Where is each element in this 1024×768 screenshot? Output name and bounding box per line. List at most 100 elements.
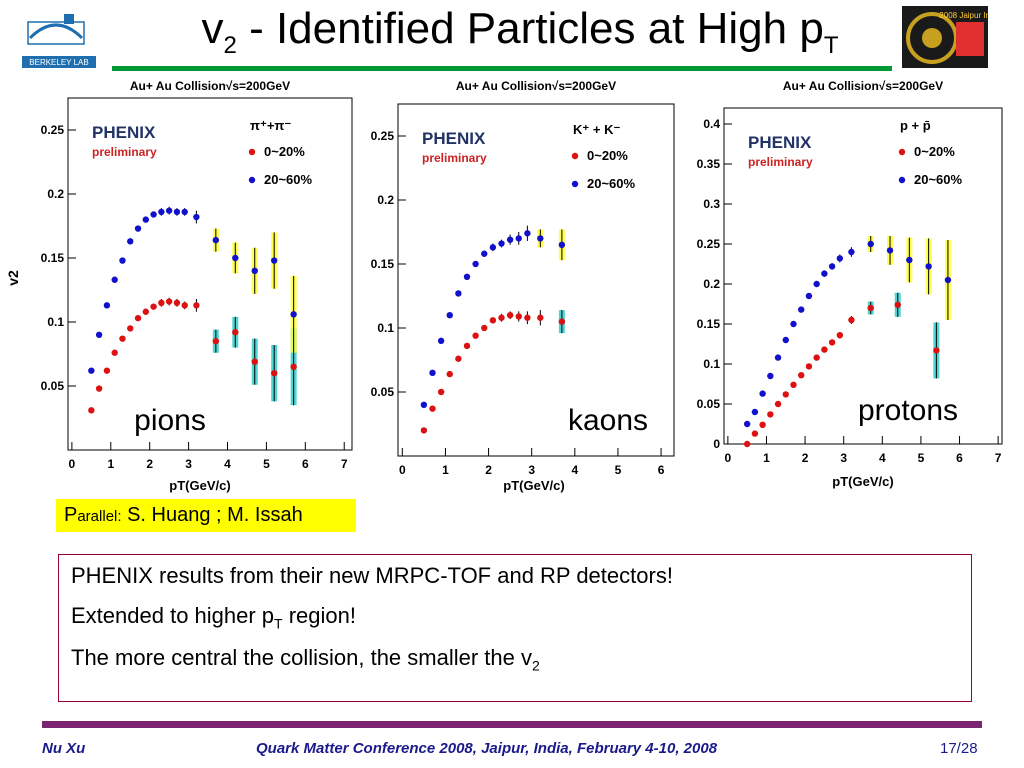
title-sub-t: T — [823, 31, 839, 59]
data-point — [181, 302, 188, 309]
y-tick-label: 0.05 — [371, 385, 395, 399]
data-point — [95, 331, 103, 338]
data-point — [429, 369, 436, 376]
data-point — [828, 339, 836, 346]
notes-box: PHENIX results from their new MRPC-TOF a… — [58, 554, 972, 702]
data-point — [515, 313, 522, 320]
data-point — [232, 254, 239, 262]
logo-right-text: 2008 Jaipur India — [939, 11, 988, 20]
data-point — [212, 338, 220, 345]
phenix-label: PHENIX — [92, 123, 156, 142]
y-tick-label: 0.25 — [41, 123, 65, 137]
x-tick-label: 5 — [615, 463, 622, 477]
y-tick-label: 0.2 — [377, 193, 394, 207]
data-point — [821, 346, 828, 353]
data-point — [150, 303, 157, 310]
particle-label: protons — [858, 394, 958, 427]
data-point — [158, 208, 165, 216]
data-point — [782, 391, 789, 398]
data-point — [774, 354, 782, 361]
data-point — [103, 367, 111, 374]
data-point — [270, 257, 278, 264]
panel-pions: Au+ Au Collision√s=200GeV 0 1 2 3 4 5 6 7 0.05 0.1… — [0, 78, 360, 498]
data-point — [472, 332, 479, 339]
particle-label: pions — [134, 404, 206, 437]
particle-label: kaons — [568, 404, 648, 437]
x-tick-label: 4 — [879, 451, 886, 465]
data-point — [933, 347, 940, 354]
data-point — [798, 372, 805, 379]
data-point — [437, 388, 445, 396]
data-point — [498, 240, 505, 247]
data-point — [828, 263, 836, 270]
logo-building — [64, 14, 74, 24]
data-point — [193, 213, 200, 221]
data-point — [848, 316, 855, 324]
y-tick-label: 0.15 — [697, 317, 721, 331]
note-1: PHENIX results from their new MRPC-TOF a… — [71, 563, 673, 588]
data-point — [906, 256, 913, 264]
data-point — [759, 390, 766, 397]
data-point — [751, 408, 759, 416]
data-point — [420, 401, 428, 408]
panel-protons: Au+ Au Collision√s=200GeV 0 1 2 3 4 5 6 7 0 0.05 0.… — [678, 78, 1018, 498]
x-tick-label: 3 — [528, 463, 535, 477]
y-tick-label: 0.25 — [697, 237, 721, 251]
phenix-label: PHENIX — [422, 129, 486, 148]
data-point — [515, 235, 522, 242]
data-point — [558, 241, 566, 248]
data-point — [150, 211, 157, 218]
data-point — [743, 440, 751, 448]
data-point — [472, 260, 479, 268]
data-point — [270, 370, 278, 377]
x-axis-label: pT(GeV/c) — [503, 478, 564, 493]
data-point — [446, 370, 453, 378]
x-tick-label: 0 — [69, 457, 76, 471]
x-tick-label: 6 — [302, 457, 309, 471]
data-point — [886, 247, 894, 254]
data-point — [119, 335, 126, 342]
data-point — [193, 302, 200, 309]
legend-species: K⁺ + K⁻ — [573, 122, 620, 137]
data-point — [506, 236, 514, 243]
plot-frame — [67, 97, 353, 451]
data-point — [867, 304, 874, 312]
data-point — [537, 235, 544, 242]
y-axis-label: v2 — [5, 270, 21, 286]
legend-marker — [571, 152, 579, 160]
footer-conference: Quark Matter Conference 2008, Jaipur, In… — [256, 740, 718, 757]
legend-marker — [898, 176, 906, 184]
data-point — [173, 208, 181, 216]
data-point — [894, 301, 901, 308]
data-point — [821, 270, 828, 277]
data-point — [251, 358, 258, 365]
legend-entry: 20~60% — [587, 176, 636, 191]
y-tick-label: 0.15 — [371, 257, 395, 271]
credit-names: S. Huang ; M. Issah — [121, 504, 303, 526]
x-tick-label: 5 — [263, 457, 270, 471]
x-tick-label: 1 — [442, 463, 449, 477]
credit-parallel: arallel: — [77, 508, 122, 525]
data-point — [127, 325, 134, 332]
legend-marker — [248, 176, 256, 184]
footer-author: Nu Xu — [42, 740, 86, 757]
x-tick-label: 6 — [956, 451, 963, 465]
data-point — [743, 420, 751, 428]
chart-kaons: Au+ Au Collision√s=200GeV 0 1 2 3 4 5 6 0.05 0.1 0… — [371, 79, 675, 493]
plot-frame — [397, 103, 675, 457]
legend-species: π⁺+π⁻ — [250, 118, 291, 133]
data-point — [481, 250, 488, 257]
legend-marker — [248, 148, 256, 156]
x-tick-label: 3 — [185, 457, 192, 471]
data-point — [798, 306, 805, 313]
data-point — [232, 329, 239, 336]
data-point — [774, 400, 782, 408]
data-point — [790, 381, 797, 388]
y-tick-label: 0.25 — [371, 129, 395, 143]
data-point — [767, 411, 774, 418]
data-point — [111, 276, 118, 283]
data-point — [805, 292, 813, 300]
x-tick-label: 1 — [763, 451, 770, 465]
preliminary-label: preliminary — [92, 145, 157, 159]
data-point — [790, 320, 797, 328]
